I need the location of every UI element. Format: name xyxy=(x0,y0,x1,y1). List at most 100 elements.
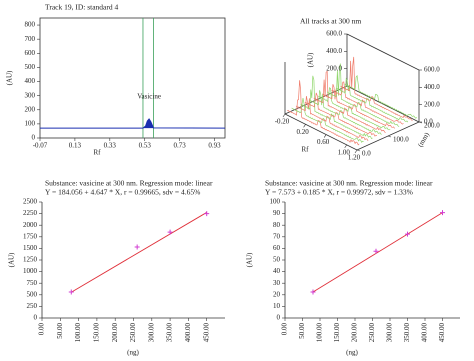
x-axis-label: Rf xyxy=(94,149,102,157)
data-point xyxy=(405,231,410,237)
y-tick-label: 600 xyxy=(25,49,36,57)
z-axis-label: (mm) xyxy=(416,130,431,148)
y-axis-label: (AU) xyxy=(8,252,16,267)
chart-subtitle: Y = 184.056 + 4.647 * X, r = 0.99665, sd… xyxy=(45,188,200,197)
z-tick-label: 100.0 xyxy=(393,136,409,144)
track-trace xyxy=(322,84,395,129)
x-tick-label: 100.00 xyxy=(74,323,82,343)
x-tick-label: 450.00 xyxy=(438,323,446,343)
track-trace xyxy=(331,81,404,125)
x-tick xyxy=(282,113,286,118)
y-tick-label: 750 xyxy=(27,279,38,287)
x-tick-label: 450.00 xyxy=(202,323,210,343)
y-tick-label: 700 xyxy=(25,35,36,43)
z-tick-label: 200.0 xyxy=(424,122,440,130)
y-axis-label: (AU) xyxy=(307,52,315,67)
box-edge xyxy=(284,85,348,115)
chart-title: Track 19, ID: standard 4 xyxy=(45,3,119,12)
y-tick-label: 500 xyxy=(27,290,38,298)
trace xyxy=(40,118,226,129)
x-tick-label: 200.00 xyxy=(351,323,359,343)
x-tick-label: 400.00 xyxy=(184,323,192,343)
y-tick-label: 1500 xyxy=(23,244,38,252)
y-tick-label: 0 xyxy=(277,314,281,322)
y-axis-label: (AU) xyxy=(246,252,254,267)
y-tick-label: 70 xyxy=(273,232,281,240)
x-tick-label: 0.33 xyxy=(104,142,117,150)
z-tick xyxy=(387,135,392,138)
x-tick-label: 300.00 xyxy=(386,323,394,343)
y-tick-label: 800 xyxy=(25,21,36,29)
data-point xyxy=(134,244,140,250)
y-tick-label: 1000 xyxy=(23,267,38,275)
chart-subtitle: Y = 7.573 + 0.185 * X, r = 0.99972, sdv … xyxy=(265,188,413,197)
y-tick-label: 40 xyxy=(273,267,281,275)
y2-tick-label: 400.0 xyxy=(424,83,440,91)
x-tick-label: 1.00 xyxy=(338,148,351,156)
y-tick-label: 200.0 xyxy=(326,64,342,72)
fit-line xyxy=(71,212,207,293)
data-point xyxy=(68,289,74,295)
x-tick-label: -0.20 xyxy=(275,118,290,126)
x-tick-label: 0.60 xyxy=(317,138,330,146)
y-tick-label: 200 xyxy=(25,105,36,113)
x-tick-label: 350.00 xyxy=(166,323,174,343)
plot-frame xyxy=(39,17,226,139)
chart-title: All tracks at 300 nm xyxy=(300,17,361,26)
box-edge xyxy=(346,33,420,71)
y-tick-label: 80 xyxy=(273,221,281,229)
axes xyxy=(284,202,460,319)
x-tick-label: 250.00 xyxy=(129,323,137,343)
x-tick-label: 0.13 xyxy=(69,142,82,150)
y-tick-label: 0 xyxy=(34,314,38,322)
x-tick-label: 400.00 xyxy=(421,323,429,343)
y-tick-label: 2500 xyxy=(23,198,38,206)
data-point xyxy=(310,289,316,295)
y-tick-label: 50 xyxy=(273,256,281,264)
track-trace xyxy=(291,98,364,143)
x-tick-label: 350.00 xyxy=(403,323,411,343)
track-trace xyxy=(313,70,386,133)
x-tick xyxy=(344,144,347,149)
x-axis-label: Rf xyxy=(302,146,310,154)
z-tick-label: 0.0 xyxy=(362,150,371,158)
box-edge xyxy=(284,113,358,151)
y2-tick-label: 0.0 xyxy=(424,118,433,126)
y-tick-label: 400.0 xyxy=(326,47,342,55)
axes xyxy=(41,202,225,319)
y-tick-label: 500 xyxy=(25,63,36,71)
y-tick-label: 600.0 xyxy=(326,30,342,38)
peak-area xyxy=(40,118,225,129)
y-tick-label: 400 xyxy=(25,77,36,85)
track-trace xyxy=(304,92,377,137)
y2-tick-label: 600.0 xyxy=(424,66,440,74)
x-tick-label: 0.73 xyxy=(173,142,186,150)
track-trace xyxy=(340,56,413,122)
x-tick-label: 0.53 xyxy=(139,142,152,150)
y-axis-label: (AU) xyxy=(6,70,14,85)
x-tick xyxy=(303,124,306,128)
peak-annotation: Vasicine xyxy=(137,93,161,101)
x-tick-label: 300.00 xyxy=(147,323,155,343)
y-tick-label: 2000 xyxy=(23,221,38,229)
x-tick-label: 50.00 xyxy=(298,323,306,339)
x-tick-label: 0.20 xyxy=(296,128,309,136)
z-tick xyxy=(418,121,423,124)
x-tick-label: 150.00 xyxy=(93,323,101,343)
y-tick-label: 100 xyxy=(270,198,281,206)
y-tick-label: 10 xyxy=(273,302,281,310)
y-tick-label: 90 xyxy=(273,209,281,217)
x-tick-label: 0.93 xyxy=(208,142,221,150)
y-tick-label: 30 xyxy=(273,279,281,287)
x-axis-label: (ng) xyxy=(127,349,139,357)
track-trace xyxy=(318,87,391,131)
y-tick-label: 300 xyxy=(25,91,36,99)
track-trace xyxy=(344,74,418,119)
x-axis-label: (ng) xyxy=(346,349,358,357)
x-tick-label: 150.00 xyxy=(333,323,341,343)
x-tick-label: 200.00 xyxy=(111,323,119,343)
chart-title: Substance: vasicine at 300 nm. Regressio… xyxy=(45,179,213,188)
data-point xyxy=(167,229,173,235)
y2-tick-label: 200.0 xyxy=(424,100,440,108)
